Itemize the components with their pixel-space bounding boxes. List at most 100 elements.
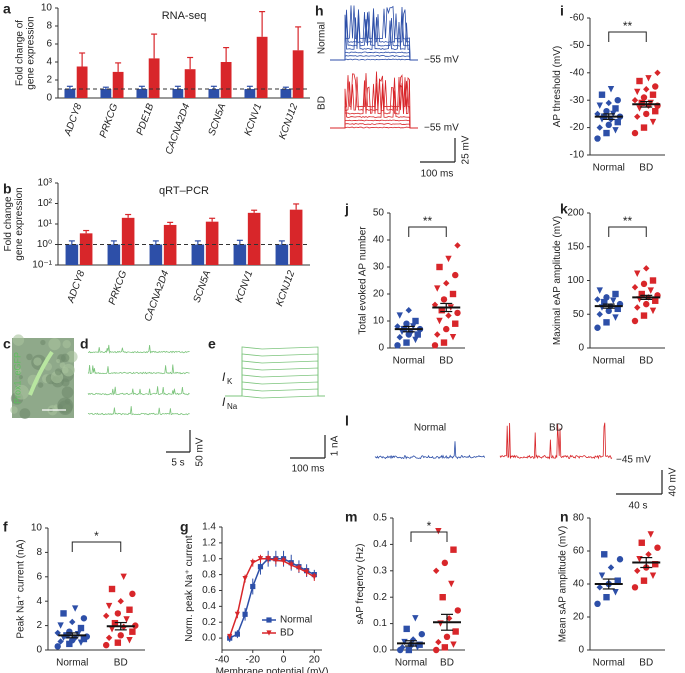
point (640, 94, 648, 101)
point (77, 624, 85, 632)
point (114, 610, 122, 617)
y-tick-label: 40 (373, 235, 385, 246)
point (280, 558, 287, 564)
bar (208, 89, 220, 98)
point (598, 91, 606, 98)
trace-label: 40 s (629, 501, 648, 512)
trace (330, 119, 418, 129)
bar (247, 212, 261, 265)
trace (330, 58, 418, 61)
texture (33, 357, 42, 366)
point (445, 255, 452, 263)
point (649, 277, 657, 284)
trace (330, 88, 418, 129)
point (596, 287, 603, 294)
point (645, 551, 652, 558)
texture (57, 397, 74, 414)
y-tick-label: 30 (373, 262, 385, 273)
texture (40, 339, 46, 346)
trace (225, 388, 325, 397)
point (266, 617, 272, 623)
point (114, 639, 122, 646)
point (643, 86, 650, 93)
point (603, 594, 610, 601)
y-axis-label: gene expression (25, 16, 36, 89)
point (103, 612, 110, 620)
y-tick-label: -30 (570, 95, 585, 106)
y-tick-label: 0 (578, 645, 584, 656)
significance: * (427, 519, 432, 533)
y-axis-label: Peak Na⁺ current (nA) (15, 539, 26, 638)
bar (76, 66, 88, 98)
y-tick-label: 150 (567, 241, 584, 252)
point (649, 118, 657, 126)
y-tick-label: 0.2 (202, 617, 216, 628)
y-tick-label: 0.4 (202, 601, 216, 612)
chart-title: qRT–PCR (159, 185, 209, 197)
y-tick-label: 10¹ (38, 219, 53, 230)
bar (205, 221, 219, 265)
point (412, 317, 419, 325)
bar (292, 50, 304, 98)
point (452, 271, 459, 279)
bar (280, 89, 292, 98)
y-tick-label: 2 (46, 75, 52, 86)
point (594, 296, 601, 303)
point (594, 600, 601, 607)
trace (330, 51, 418, 61)
point (435, 638, 442, 646)
y-tick-label: 4 (46, 57, 52, 68)
y-axis-label: Total evoked AP number (357, 226, 368, 335)
y-tick-label: 1.4 (202, 522, 216, 533)
texture (15, 367, 22, 374)
trace-label: 5 s (171, 458, 184, 469)
point (409, 636, 417, 643)
point (450, 641, 457, 648)
panel-letter: m (345, 509, 357, 525)
y-tick-label: 200 (567, 208, 584, 219)
trace (330, 126, 418, 129)
point (57, 622, 64, 629)
trace (225, 374, 325, 397)
point (631, 584, 639, 591)
x-tick-label: KCNV1 (243, 102, 265, 137)
point (634, 88, 641, 96)
texture (61, 366, 69, 374)
y-tick-label: 50 (373, 208, 385, 219)
significance: ** (423, 214, 433, 228)
point (103, 641, 110, 649)
bar (65, 244, 79, 265)
trace-label: Na (227, 402, 238, 411)
panel-letter: b (3, 181, 12, 197)
trace-label: 50 mV (195, 437, 206, 466)
x-tick-label: Normal (593, 356, 625, 367)
point (273, 557, 279, 563)
texture (62, 339, 71, 349)
point (594, 135, 601, 142)
point (123, 616, 130, 623)
bar (107, 244, 121, 265)
point (634, 113, 641, 120)
y-tick-label: 0.0 (202, 633, 216, 644)
point (652, 561, 659, 568)
point (631, 284, 639, 291)
point (649, 307, 657, 315)
point (266, 630, 272, 636)
x-tick-label: 20 (309, 655, 321, 666)
trace-label: K (227, 377, 233, 386)
y-tick-label: -60 (570, 13, 585, 24)
legend-label: BD (280, 628, 294, 639)
y-tick-label: 6 (46, 39, 52, 50)
point (441, 559, 449, 567)
y-tick-label: 0 (46, 93, 52, 104)
point (601, 298, 608, 306)
point (414, 331, 421, 338)
bar (191, 244, 205, 265)
point (631, 97, 639, 104)
trace (330, 9, 418, 61)
point (434, 285, 441, 292)
x-tick-label: -20 (246, 655, 261, 666)
x-tick-label: BD (439, 356, 453, 367)
point (640, 577, 648, 584)
y-tick-label: 0.4 (373, 539, 387, 550)
